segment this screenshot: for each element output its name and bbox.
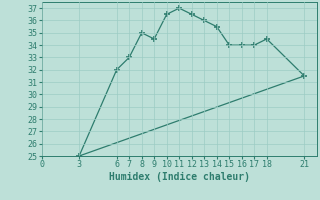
X-axis label: Humidex (Indice chaleur): Humidex (Indice chaleur) [109,172,250,182]
